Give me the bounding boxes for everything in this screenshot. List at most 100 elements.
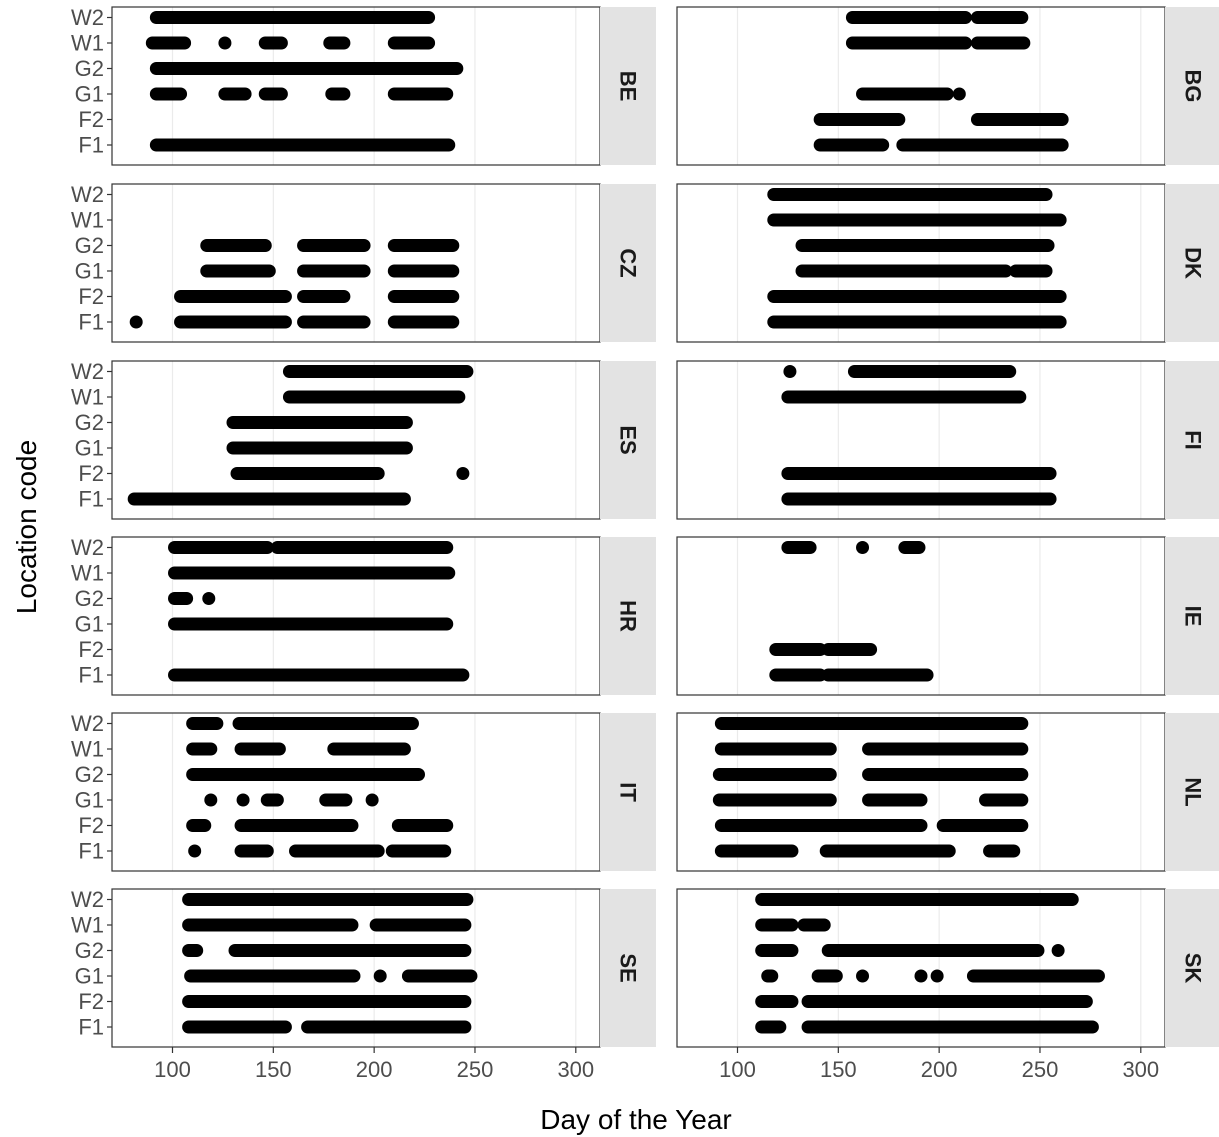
facet-strip-label: SK	[1181, 953, 1206, 984]
y-tick-label: F2	[78, 989, 104, 1014]
y-tick-label: W2	[71, 711, 104, 736]
y-tick-label: G1	[75, 436, 104, 461]
y-tick-label: G2	[75, 938, 104, 963]
x-tick-label: 300	[1122, 1057, 1159, 1082]
y-tick-label: W2	[71, 182, 104, 207]
data-point	[218, 36, 232, 50]
y-tick-label: G2	[75, 233, 104, 258]
facet-panel-fi: FI	[676, 360, 1219, 520]
data-point	[236, 793, 250, 807]
y-tick-label: W2	[71, 887, 104, 912]
data-point	[783, 365, 797, 378]
facet-strip-label: ES	[616, 425, 641, 454]
facet-panel-bg: BG	[676, 6, 1219, 166]
x-axis-title: Day of the Year	[540, 1104, 731, 1135]
data-point	[856, 541, 870, 554]
facet-strip-label: SE	[616, 953, 641, 982]
y-tick-label: W2	[71, 359, 104, 384]
y-tick-label: W2	[71, 5, 104, 30]
facet-strip	[1165, 184, 1219, 342]
data-point	[365, 793, 379, 807]
panels-layer: BEF1F2G1G2W1W2BGCZF1F2G1G2W1W2DKESF1F2G1…	[71, 5, 1219, 1048]
data-point	[952, 87, 966, 101]
facet-panel-dk: DK	[676, 183, 1219, 343]
facet-strip	[600, 184, 656, 342]
data-point	[930, 969, 944, 983]
axes-layer: 100 150 200 250 300 100 150 200 250 300	[154, 1047, 1159, 1082]
facet-strip-label: CZ	[616, 248, 641, 277]
data-point	[204, 793, 218, 807]
y-tick-label: F1	[78, 133, 104, 158]
facet-strip	[600, 361, 656, 519]
y-tick-label: F2	[78, 107, 104, 132]
data-point	[1051, 944, 1065, 957]
facet-strip	[600, 713, 656, 871]
y-tick-label: F1	[78, 310, 104, 335]
y-tick-label: W1	[71, 385, 104, 410]
y-tick-label: F2	[78, 637, 104, 662]
facet-strip-label: NL	[1181, 777, 1206, 806]
y-tick-label: F2	[78, 461, 104, 486]
facet-strip-label: IE	[1181, 606, 1206, 627]
facet-strip	[600, 537, 656, 695]
y-tick-label: G2	[75, 56, 104, 81]
facet-strip	[1165, 537, 1219, 695]
facet-strip	[1165, 713, 1219, 871]
y-tick-label: G2	[75, 762, 104, 787]
y-tick-label: W1	[71, 561, 104, 586]
data-point	[373, 969, 387, 983]
x-tick-label: 250	[457, 1057, 494, 1082]
x-tick-label: 300	[557, 1057, 594, 1082]
data-point	[456, 467, 470, 480]
y-tick-label: W1	[71, 737, 104, 762]
data-point	[129, 315, 143, 329]
data-point	[202, 592, 216, 605]
y-tick-label: F1	[78, 1015, 104, 1040]
data-point	[188, 844, 202, 858]
data-point	[856, 969, 870, 983]
x-tick-label: 100	[719, 1057, 756, 1082]
facet-strip-label: FI	[1181, 430, 1206, 450]
y-tick-label: G1	[75, 612, 104, 637]
x-axis-1: 100 150 200 250 300	[154, 1047, 594, 1082]
y-tick-label: F1	[78, 839, 104, 864]
x-tick-label: 150	[820, 1057, 857, 1082]
y-tick-label: G1	[75, 788, 104, 813]
facet-strip	[600, 7, 656, 165]
y-axis-title: Location code	[11, 440, 42, 614]
y-tick-label: W1	[71, 208, 104, 233]
data-point	[914, 969, 928, 983]
y-tick-label: W2	[71, 535, 104, 560]
x-axis-2: 100 150 200 250 300	[719, 1047, 1159, 1082]
y-tick-label: G2	[75, 410, 104, 435]
y-tick-label: G1	[75, 964, 104, 989]
y-tick-label: F1	[78, 487, 104, 512]
facet-strip-label: BE	[616, 71, 641, 102]
x-tick-label: 200	[356, 1057, 393, 1082]
x-tick-label: 150	[255, 1057, 292, 1082]
facet-strip-label: BG	[1181, 70, 1206, 103]
y-tick-label: G1	[75, 82, 104, 107]
y-tick-label: G1	[75, 259, 104, 284]
facet-panel-ie: IE	[676, 536, 1219, 696]
facet-panel-sk: SK	[676, 888, 1219, 1048]
x-tick-label: 100	[154, 1057, 191, 1082]
facet-strip	[1165, 7, 1219, 165]
facet-strip	[600, 889, 656, 1047]
y-tick-label: F2	[78, 813, 104, 838]
y-tick-label: W1	[71, 913, 104, 938]
y-tick-label: W1	[71, 31, 104, 56]
y-tick-label: F2	[78, 284, 104, 309]
facet-strip	[1165, 361, 1219, 519]
x-tick-label: 200	[921, 1057, 958, 1082]
facet-strip	[1165, 889, 1219, 1047]
facet-strip-label: DK	[1181, 247, 1206, 279]
y-tick-label: G2	[75, 586, 104, 611]
